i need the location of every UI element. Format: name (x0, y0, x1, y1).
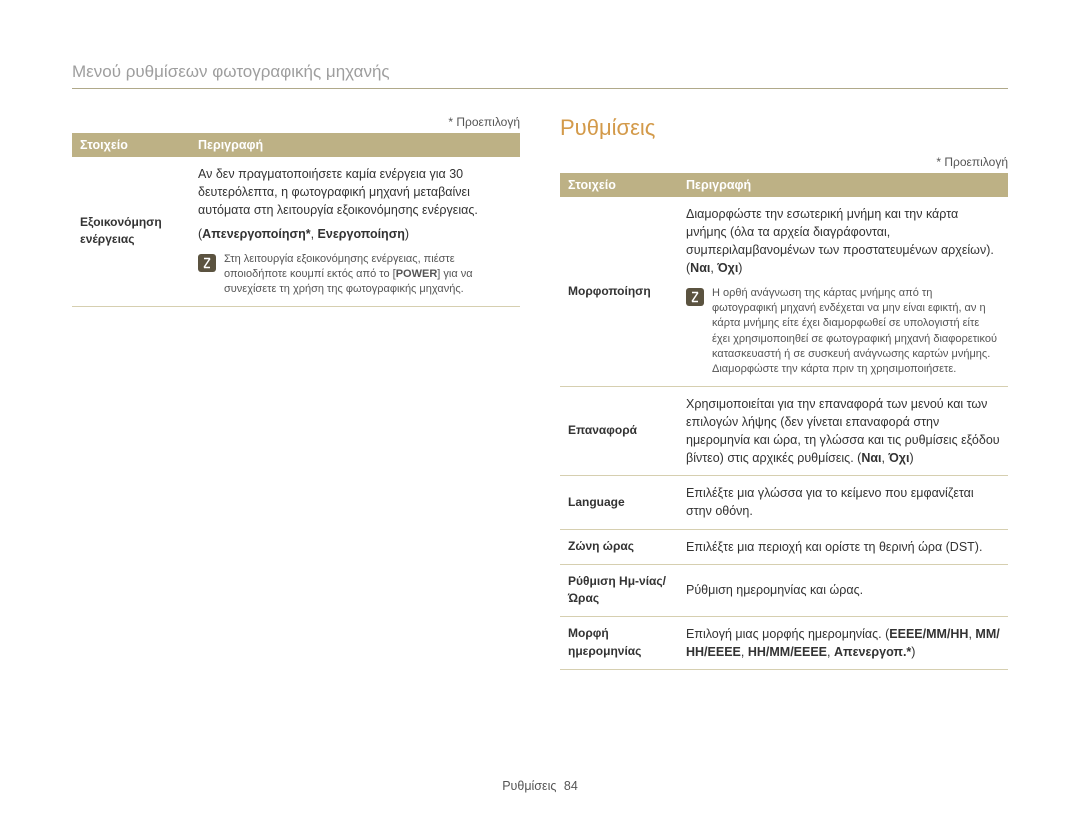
table-row: Μορφοποίηση Διαμορφώστε την εσωτερική μν… (560, 197, 1008, 386)
opt-on: Ενεργοποίηση (318, 227, 405, 241)
format-opt-no: Όχι (717, 261, 738, 275)
col-head-item-r: Στοιχείο (560, 173, 678, 197)
df-after: ) (911, 645, 915, 659)
preset-note-right: * Προεπιλογή (560, 155, 1008, 169)
reset-desc-text: Χρησιμοποιείται για την επαναφορά των με… (686, 397, 1000, 465)
table-row: Εξοικονόμηση ενέργειας Αν δεν πραγματοπο… (72, 157, 520, 306)
opt-suffix: ) (405, 227, 409, 241)
df-sep2: , (741, 645, 748, 659)
dateformat-desc-text: Επιλογή μιας μορφής ημερομηνίας. ( (686, 627, 889, 641)
col-head-item: Στοιχείο (72, 133, 190, 157)
preset-note-left: * Προεπιλογή (72, 115, 520, 129)
row-label-timezone: Ζώνη ώρας (560, 529, 678, 564)
reset-opt-yes: Ναι (861, 451, 881, 465)
energy-note: Στη λειτουργία εξοικονόμησης ενέργειας, … (198, 252, 512, 298)
df-opt1: ΕΕΕΕ/ΜΜ/ΗΗ (889, 627, 968, 641)
row-label-format: Μορφοποίηση (560, 197, 678, 386)
energy-options: (Απενεργοποίηση*, Ενεργοποίηση) (198, 225, 512, 243)
format-desc: Διαμορφώστε την εσωτερική μνήμη και την … (686, 205, 1000, 278)
row-desc-reset: Χρησιμοποιείται για την επαναφορά των με… (678, 386, 1008, 476)
row-desc-timezone: Επιλέξτε μια περιοχή και ορίστε τη θεριν… (678, 529, 1008, 564)
section-title-settings: Ρυθμίσεις (560, 115, 1008, 141)
row-label-reset: Επαναφορά (560, 386, 678, 476)
left-column: * Προεπιλογή Στοιχείο Περιγραφή Εξοικονό… (72, 115, 520, 670)
table-row: Language Επιλέξτε μια γλώσσα για το κείμ… (560, 476, 1008, 529)
right-column: Ρυθμίσεις * Προεπιλογή Στοιχείο Περιγραφ… (560, 115, 1008, 670)
format-note: Η ορθή ανάγνωση της κάρτας μνήμης από τη… (686, 286, 1000, 378)
col-head-desc: Περιγραφή (190, 133, 520, 157)
page-title: Μενού ρυθμίσεων φωτογραφικής μηχανής (72, 62, 1008, 89)
df-sep3: , (827, 645, 834, 659)
content-columns: * Προεπιλογή Στοιχείο Περιγραφή Εξοικονό… (72, 115, 1008, 670)
opt-sep: , (311, 227, 318, 241)
df-opt3: ΗΗ/ΜΜ/ΕΕΕΕ (748, 645, 827, 659)
row-desc-energy: Αν δεν πραγματοποιήσετε καμία ενέργεια γ… (190, 157, 520, 306)
note-power: POWER (396, 268, 438, 280)
energy-note-text: Στη λειτουργία εξοικονόμησης ενέργειας, … (224, 252, 512, 298)
col-head-desc-r: Περιγραφή (678, 173, 1008, 197)
note-icon (198, 254, 216, 272)
format-opt-yes: Ναι (690, 261, 710, 275)
energy-desc-text: Αν δεν πραγματοποιήσετε καμία ενέργεια γ… (198, 165, 512, 219)
row-label-energy: Εξοικονόμηση ενέργειας (72, 157, 190, 306)
row-label-dateformat: Μορφή ημερομηνίας (560, 616, 678, 669)
row-desc-format: Διαμορφώστε την εσωτερική μνήμη και την … (678, 197, 1008, 386)
format-note-text: Η ορθή ανάγνωση της κάρτας μνήμης από τη… (712, 286, 1000, 378)
row-desc-datetime: Ρύθμιση ημερομηνίας και ώρας. (678, 564, 1008, 616)
row-label-datetime: Ρύθμιση Ημ-νίας/Ώρας (560, 564, 678, 616)
footer-label: Ρυθμίσεις (502, 779, 556, 793)
row-label-language: Language (560, 476, 678, 529)
df-opt4: Απενεργοπ.* (834, 645, 911, 659)
table-row: Μορφή ημερομηνίας Επιλογή μιας μορφής ημ… (560, 616, 1008, 669)
table-row: Ρύθμιση Ημ-νίας/Ώρας Ρύθμιση ημερομηνίας… (560, 564, 1008, 616)
footer-page-number: 84 (564, 779, 578, 793)
note-icon (686, 288, 704, 306)
reset-desc-after: ) (909, 451, 913, 465)
reset-opt-no: Όχι (888, 451, 909, 465)
row-desc-dateformat: Επιλογή μιας μορφής ημερομηνίας. (ΕΕΕΕ/Μ… (678, 616, 1008, 669)
table-row: Επαναφορά Χρησιμοποιείται για την επαναφ… (560, 386, 1008, 476)
row-desc-language: Επιλέξτε μια γλώσσα για το κείμενο που ε… (678, 476, 1008, 529)
format-desc-after: ) (738, 261, 742, 275)
opt-off: Απενεργοποίηση* (202, 227, 310, 241)
left-settings-table: Στοιχείο Περιγραφή Εξοικονόμηση ενέργεια… (72, 133, 520, 307)
table-row: Ζώνη ώρας Επιλέξτε μια περιοχή και ορίστ… (560, 529, 1008, 564)
right-settings-table: Στοιχείο Περιγραφή Μορφοποίηση Διαμορφώσ… (560, 173, 1008, 670)
page-footer: Ρυθμίσεις 84 (0, 779, 1080, 793)
